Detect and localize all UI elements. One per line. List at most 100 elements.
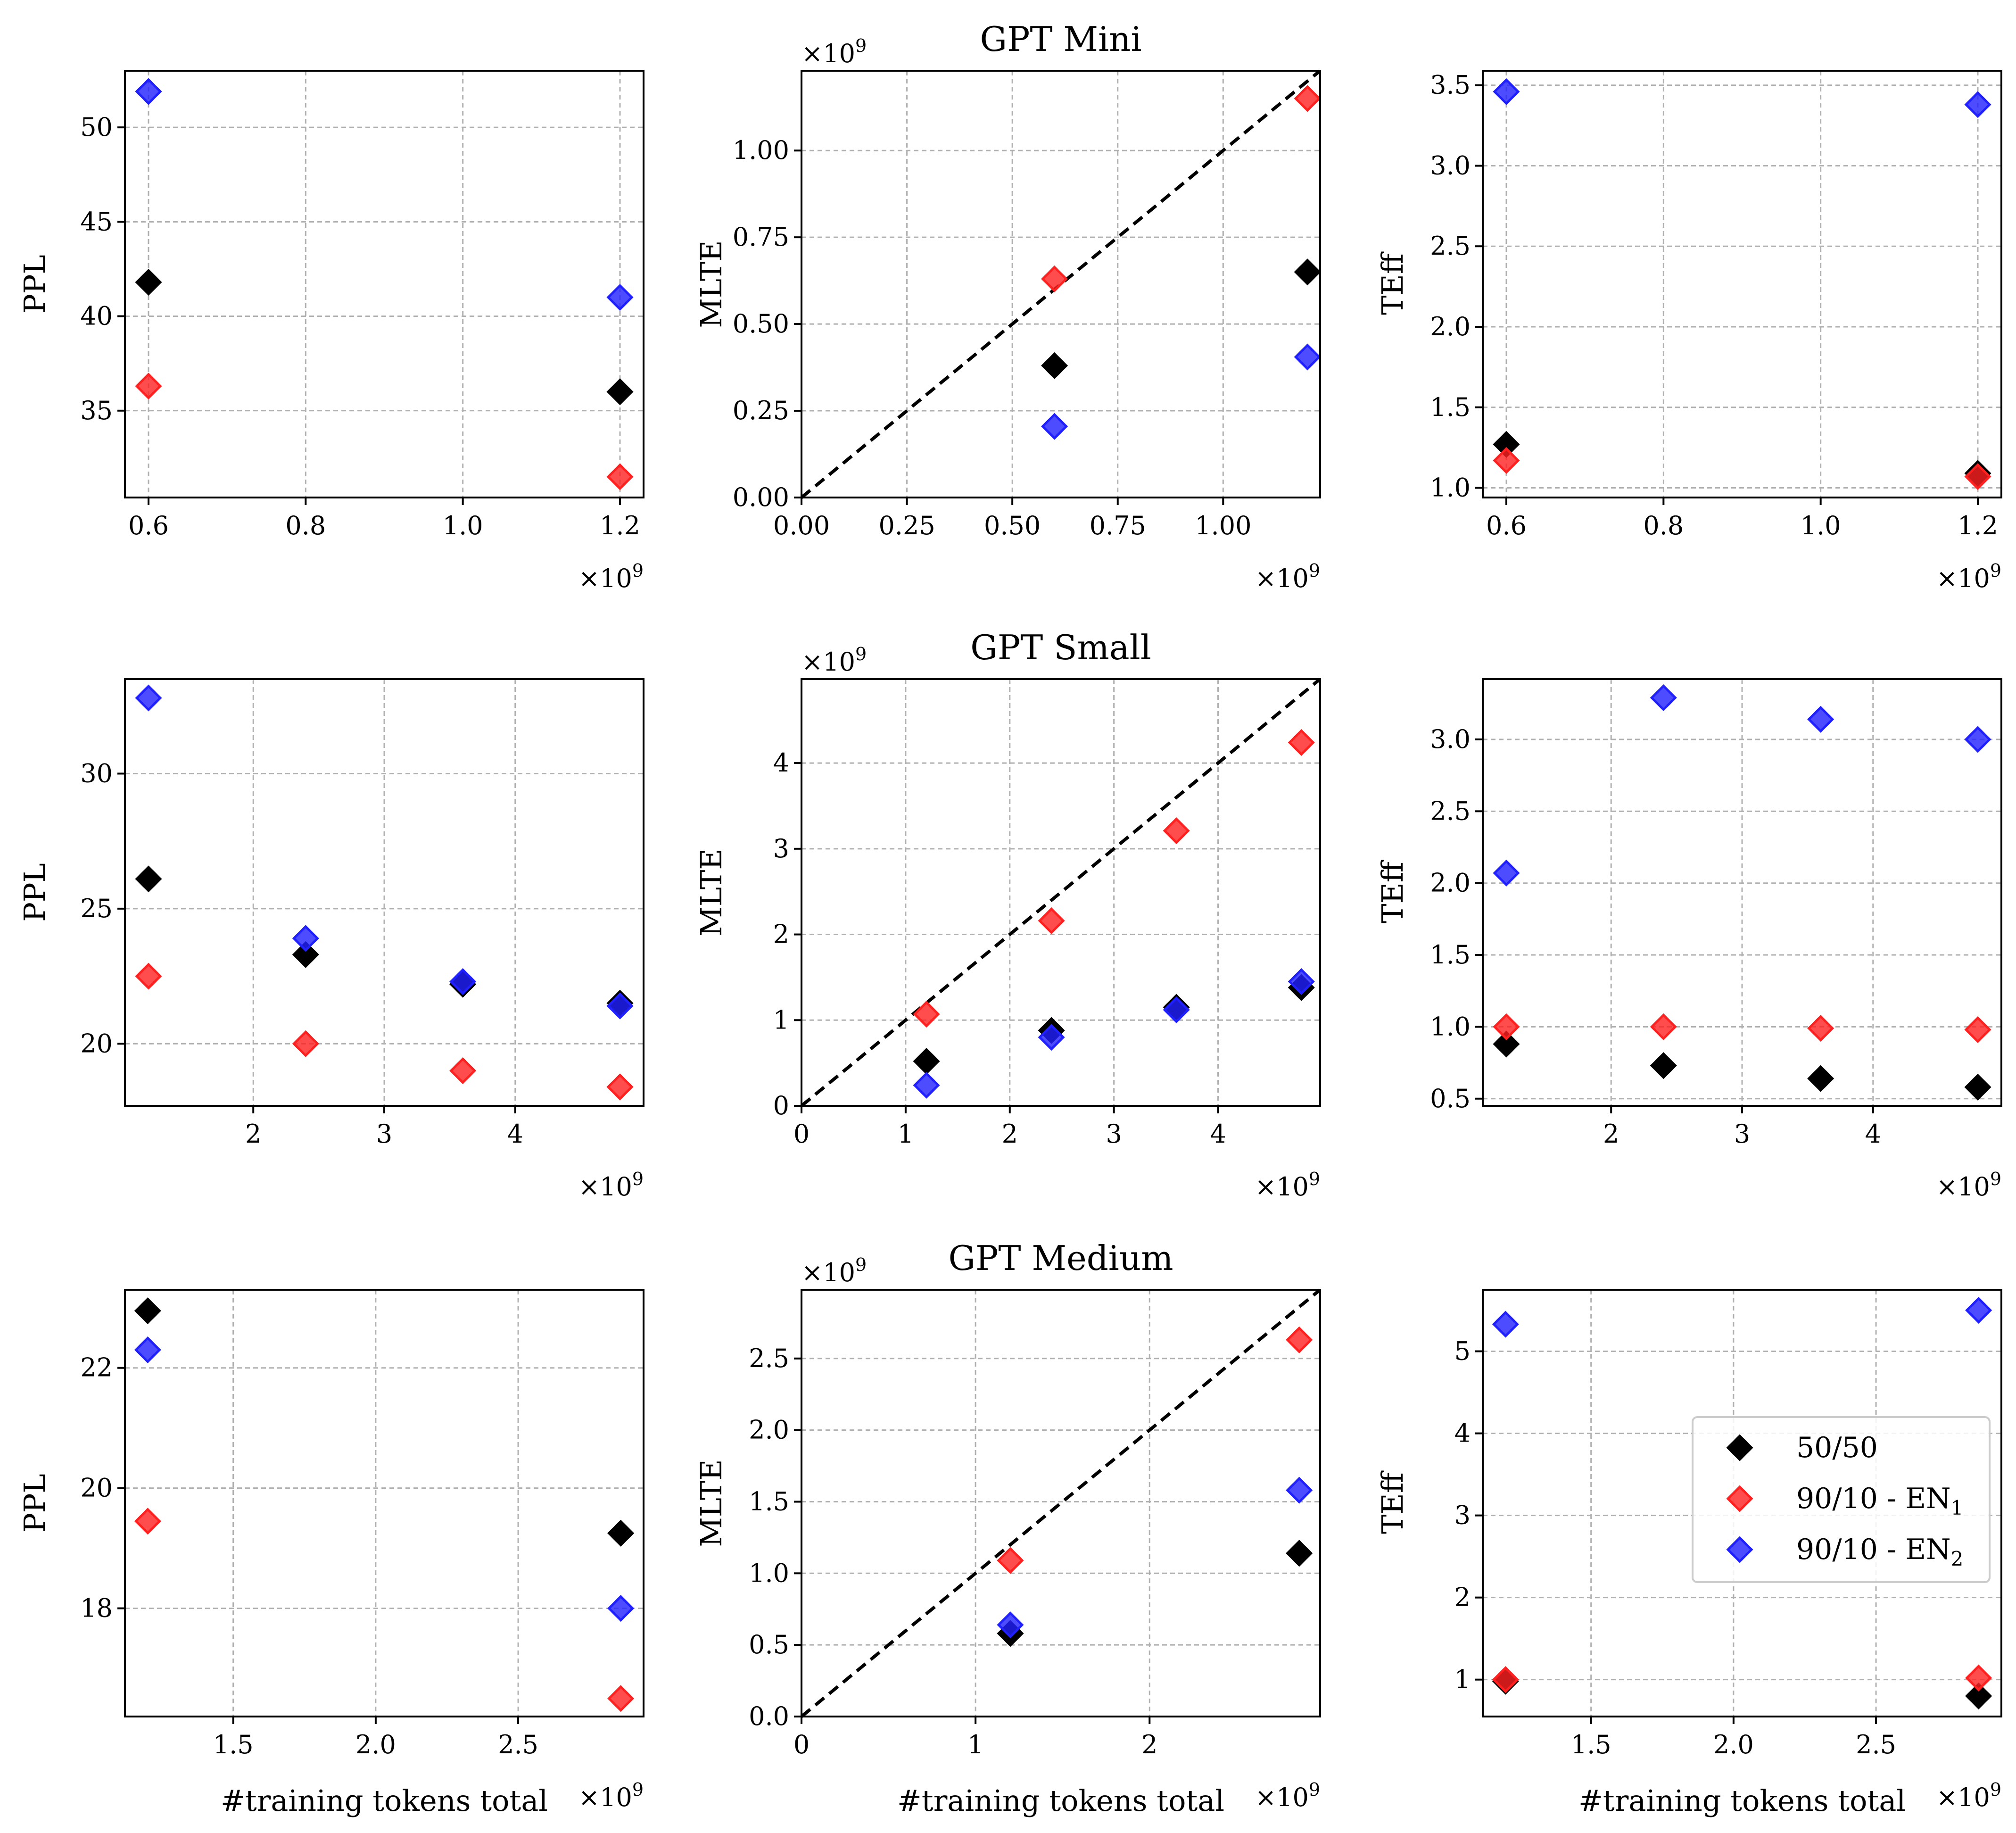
x-tick-label: 2 — [245, 1119, 261, 1149]
y-tick-label: 1.5 — [749, 1486, 789, 1516]
y-tick-label: 1.5 — [1430, 392, 1471, 422]
point-en1 — [606, 1073, 634, 1101]
legend: 50/50 90/10 - EN1 90/10 - EN2 — [1692, 1416, 1991, 1583]
y-tick-label: 4 — [773, 748, 789, 778]
y-tick-label: 50 — [80, 112, 113, 142]
y-tick-label: 1.00 — [733, 135, 789, 165]
y-axis-label: PPL — [17, 1474, 52, 1533]
y-tick-label: 0.5 — [1430, 1084, 1471, 1113]
point-50-50 — [1964, 1073, 1991, 1101]
point-en2 — [606, 992, 634, 1020]
axes-frame — [1482, 1289, 2002, 1717]
point-en1 — [997, 1547, 1024, 1574]
point-en2 — [607, 1595, 635, 1622]
y-axis-label: MLTE — [694, 1459, 728, 1547]
legend-marker — [1726, 1536, 1753, 1563]
point-50-50 — [292, 941, 319, 968]
y-tick-label: 1.5 — [1430, 940, 1471, 970]
y-tick-label: 0.25 — [733, 396, 789, 425]
point-en2 — [1964, 726, 1991, 753]
x-axis-multiplier: ×109 — [1255, 1169, 1320, 1202]
x-tick-label: 2 — [1603, 1119, 1619, 1149]
point-en1 — [1964, 463, 1991, 490]
point-en1 — [135, 373, 162, 400]
axes-frame — [801, 678, 1321, 1107]
panel-mini-mlte: 0.00 0.25 0.50 0.75 1.00 0.00 0.25 0.50 0.75 1.00… — [694, 19, 1322, 593]
x-tick-label: 2.5 — [498, 1730, 538, 1759]
x-tick-label: 1.5 — [1571, 1730, 1611, 1759]
point-en1 — [913, 1001, 940, 1028]
x-axis-multiplier: ×109 — [1936, 1169, 2001, 1202]
x-tick-label: 1.00 — [1195, 511, 1251, 540]
point-en1 — [292, 1030, 319, 1057]
y-tick-label: 1.0 — [749, 1558, 789, 1588]
x-tick-label: 1 — [967, 1730, 983, 1759]
y-tick-label: 0.5 — [749, 1630, 789, 1659]
y-axis-label: TEff — [1375, 251, 1410, 315]
point-50-50 — [1286, 1540, 1313, 1567]
x-tick-label: 0.8 — [1643, 511, 1684, 540]
chart-title: GPT Mini — [980, 19, 1141, 59]
x-tick-label: 0.75 — [1090, 511, 1146, 540]
grid — [125, 71, 644, 498]
x-axis-multiplier: ×109 — [1936, 560, 2001, 593]
point-en2 — [1965, 1296, 1992, 1324]
y-tick-label: 0.50 — [733, 309, 789, 339]
point-en2 — [1807, 705, 1834, 733]
point-en2 — [1038, 1024, 1065, 1051]
point-en1 — [1041, 265, 1068, 292]
identity-line — [800, 69, 1322, 499]
y-tick-label: 3 — [1454, 1501, 1471, 1530]
x-axis-multiplier: ×109 — [578, 1779, 644, 1812]
point-en2 — [1493, 78, 1520, 105]
y-tick-label: 2 — [1454, 1583, 1471, 1612]
point-50-50 — [1965, 1682, 1992, 1710]
point-50-50 — [1041, 352, 1068, 379]
point-en1 — [1286, 1326, 1313, 1353]
y-tick-label: 1.0 — [1430, 1012, 1471, 1041]
y-tick-label: 1.0 — [1430, 473, 1471, 503]
chart-title: GPT Medium — [949, 1238, 1173, 1278]
point-en2 — [135, 78, 162, 105]
x-tick-label: 0.8 — [285, 511, 326, 540]
x-tick-label: 0.50 — [984, 511, 1041, 540]
x-tick-label: 4 — [1865, 1119, 1881, 1149]
point-en1 — [606, 463, 634, 490]
x-tick-label: 0 — [793, 1119, 810, 1149]
y-tick-label: 22 — [80, 1353, 113, 1383]
y-tick-label: 0.75 — [733, 222, 789, 252]
axes-frame — [801, 1289, 1321, 1717]
point-en1 — [1163, 817, 1190, 845]
y-axis-multiplier: ×109 — [801, 1254, 867, 1287]
y-tick-label: 1 — [773, 1005, 789, 1035]
x-axis-label: #training tokens total — [897, 1783, 1224, 1818]
point-en2 — [1041, 413, 1068, 440]
point-en2 — [606, 283, 634, 311]
point-en2 — [449, 968, 477, 995]
y-tick-label: 45 — [80, 207, 113, 236]
axes-frame — [124, 1289, 644, 1717]
point-en2 — [1294, 343, 1321, 371]
y-tick-label: 2.5 — [1430, 231, 1471, 261]
y-tick-label: 2.5 — [1430, 796, 1471, 826]
x-tick-label: 2 — [1002, 1119, 1018, 1149]
point-50-50 — [913, 1047, 940, 1075]
point-en2 — [1286, 1476, 1313, 1504]
point-en2 — [292, 925, 319, 952]
point-50-50 — [607, 1519, 635, 1547]
x-tick-label: 0.25 — [878, 511, 935, 540]
point-en1 — [449, 1057, 477, 1085]
identity-line — [800, 1288, 1322, 1718]
x-tick-label: 2 — [1141, 1730, 1157, 1759]
y-tick-label: 30 — [80, 758, 113, 788]
x-axis-multiplier: ×109 — [1255, 560, 1320, 593]
y-axis-multiplier: ×109 — [801, 644, 867, 677]
y-tick-label: 3.5 — [1430, 70, 1471, 100]
panel-mini-teff: 0.6 0.8 1.0 1.2 1.0 1.5 2.0 2.5 3.0 3.5 ×109 TEff — [1375, 70, 2002, 593]
point-50-50 — [606, 378, 634, 406]
point-en2 — [1288, 968, 1315, 995]
point-en2 — [134, 1336, 161, 1364]
point-en2 — [135, 684, 162, 712]
y-tick-label: 2.5 — [749, 1344, 789, 1373]
y-tick-label: 2 — [773, 920, 789, 949]
